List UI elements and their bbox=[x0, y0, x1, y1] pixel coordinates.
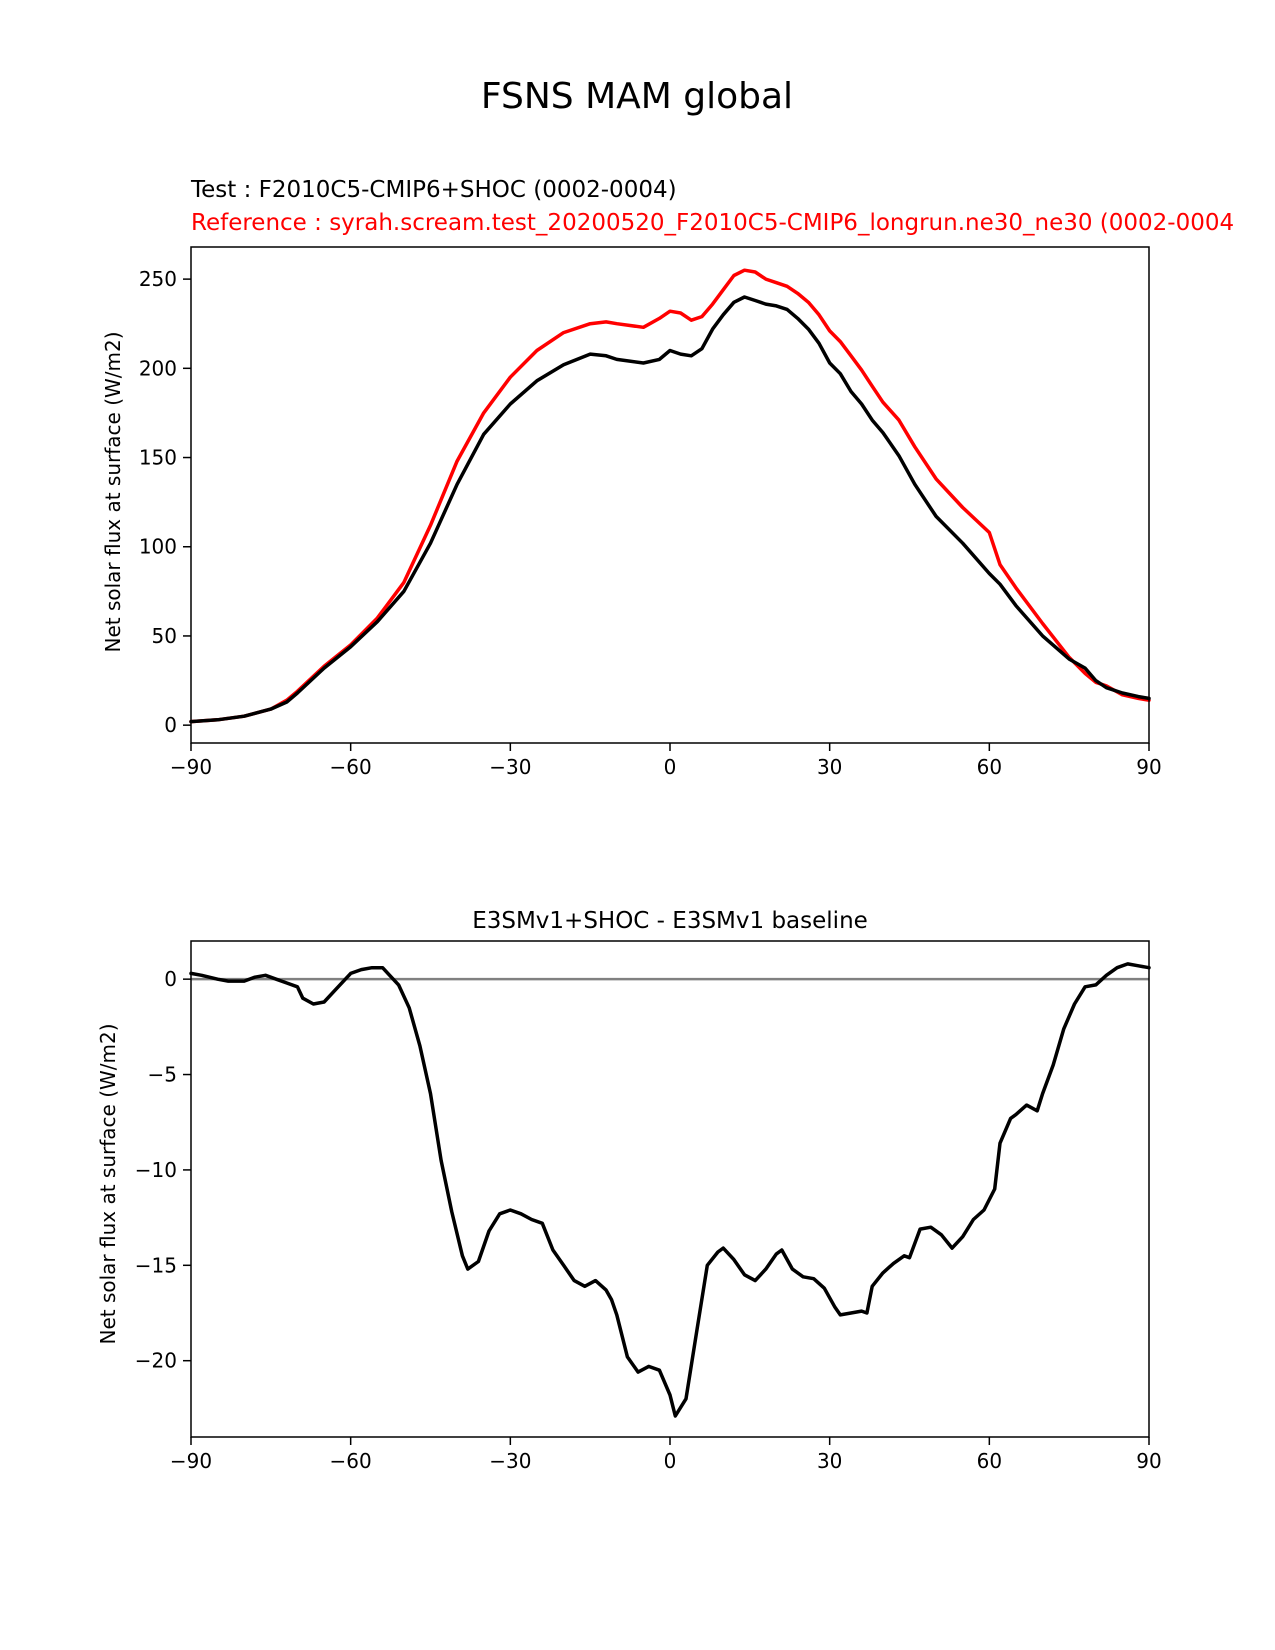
bottom-panel: E3SMv1+SHOC - E3SMv1 baseline Net solar … bbox=[96, 908, 1162, 1473]
y-tick-label: 0 bbox=[164, 713, 177, 737]
bottom-panel-title: E3SMv1+SHOC - E3SMv1 baseline bbox=[472, 908, 868, 934]
x-tick-label: 30 bbox=[817, 755, 842, 779]
y-tick-label: −15 bbox=[135, 1253, 177, 1277]
top-y-axis-label: Net solar flux at surface (W/m2) bbox=[101, 331, 125, 652]
x-tick-label: 30 bbox=[817, 1449, 842, 1473]
top-axes-frame bbox=[190, 246, 1150, 744]
series-line-reference bbox=[189, 268, 1151, 724]
y-tick-label: −10 bbox=[135, 1158, 177, 1182]
x-tick-label: 60 bbox=[977, 1449, 1002, 1473]
x-tick-label: 90 bbox=[1136, 755, 1161, 779]
x-tick-label: −30 bbox=[489, 1449, 531, 1473]
x-tick-label: 90 bbox=[1136, 1449, 1161, 1473]
y-tick-label: −5 bbox=[148, 1063, 177, 1087]
reference-label: Reference : syrah.scream.test_20200520_F… bbox=[191, 210, 1234, 236]
top-panel: Test : F2010C5-CMIP6+SHOC (0002-0004) Re… bbox=[101, 177, 1234, 779]
y-tick-label: 250 bbox=[139, 267, 177, 291]
y-tick-label: 100 bbox=[139, 535, 177, 559]
x-tick-label: −90 bbox=[170, 1449, 212, 1473]
y-tick-label: 200 bbox=[139, 356, 177, 380]
y-tick-label: 150 bbox=[139, 446, 177, 470]
x-tick-label: 60 bbox=[977, 755, 1002, 779]
bottom-plot-area: −90 −60 −30 0 30 60 90 0 −5 −10 −15 −20 bbox=[135, 962, 1162, 1473]
x-tick-label: −90 bbox=[170, 755, 212, 779]
bottom-axes-frame bbox=[190, 940, 1150, 1438]
y-tick-label: 50 bbox=[152, 624, 177, 648]
bottom-y-axis-label: Net solar flux at surface (W/m2) bbox=[96, 1023, 120, 1344]
x-tick-label: 0 bbox=[664, 1449, 677, 1473]
x-tick-label: −60 bbox=[330, 755, 372, 779]
y-tick-label: −20 bbox=[135, 1349, 177, 1373]
x-tick-label: 0 bbox=[664, 755, 677, 779]
x-tick-label: −30 bbox=[489, 755, 531, 779]
series-line-test bbox=[189, 295, 1151, 724]
x-tick-label: −60 bbox=[330, 1449, 372, 1473]
top-plot-area: −90 −60 −30 0 30 60 90 0 50 100 150 200 250 bbox=[139, 267, 1162, 779]
figure-title: FSNS MAM global bbox=[481, 76, 793, 117]
y-tick-label: 0 bbox=[164, 967, 177, 991]
series-line-difference bbox=[189, 962, 1151, 1418]
test-label: Test : F2010C5-CMIP6+SHOC (0002-0004) bbox=[190, 177, 677, 203]
